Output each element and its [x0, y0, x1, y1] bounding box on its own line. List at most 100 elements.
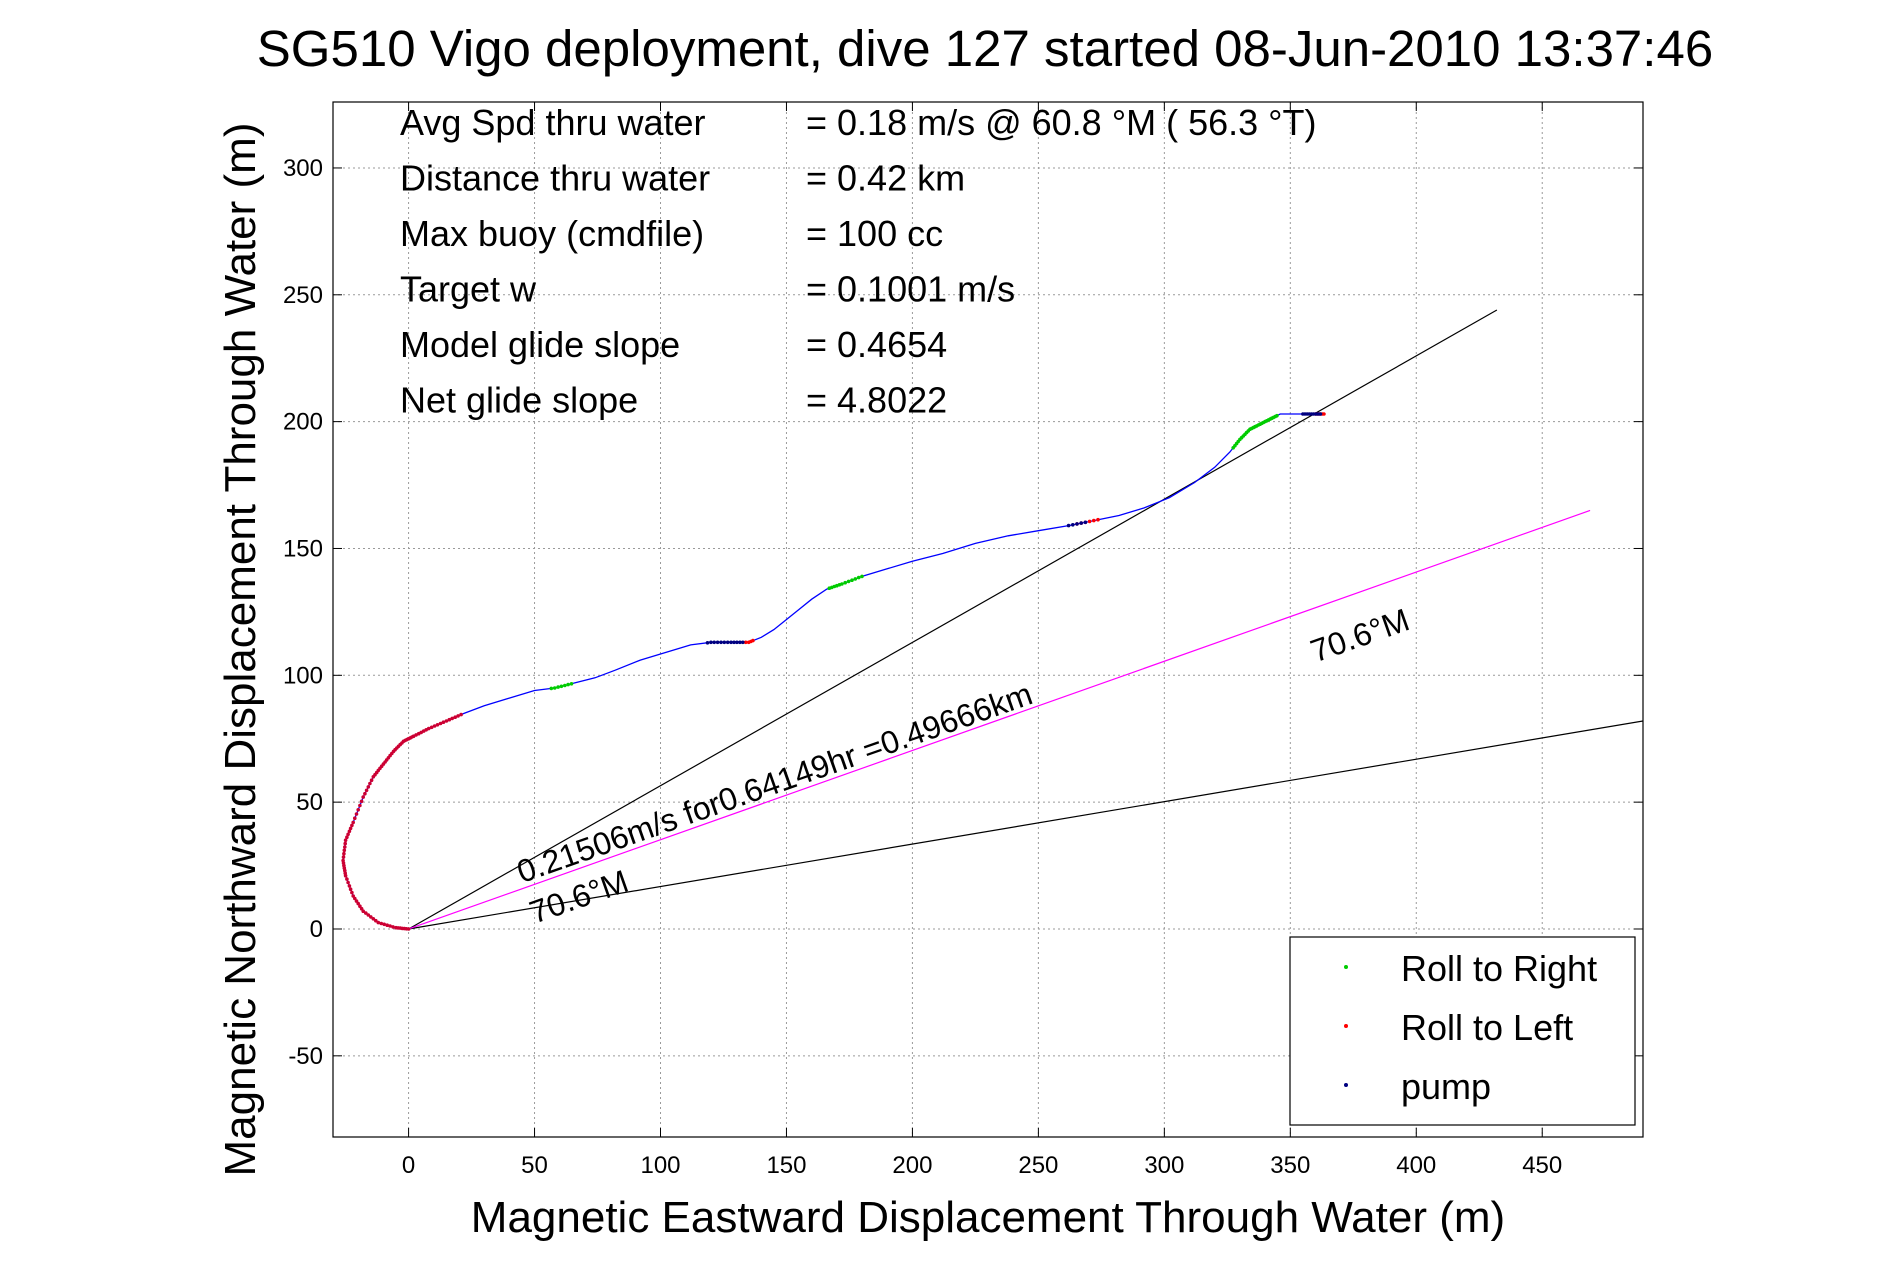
- roll-left-point: [388, 924, 392, 928]
- y-tick-label: 250: [283, 282, 323, 309]
- roll-left-point: [376, 920, 381, 925]
- roll-left-point: [1096, 517, 1100, 522]
- roll-left-point: [347, 884, 352, 888]
- x-tick-label: 100: [640, 1152, 680, 1179]
- roll-left-point: [343, 845, 347, 849]
- x-tick-label: 150: [766, 1152, 806, 1179]
- roll-left-point: [366, 913, 371, 917]
- roll-right-point: [843, 580, 847, 585]
- roll-right-point: [850, 578, 854, 582]
- grid: [333, 102, 1643, 1137]
- stat-value: = 100 cc: [806, 213, 943, 254]
- stat-value: = 0.1001 m/s: [806, 269, 1015, 310]
- y-tick-label: 150: [283, 535, 323, 562]
- roll-left-point: [385, 923, 390, 927]
- roll-left-point: [369, 915, 373, 919]
- roll-left-point: [382, 922, 387, 927]
- roll-left-point: [453, 715, 458, 719]
- reference-line: [408, 720, 1643, 930]
- pump-point: [1079, 521, 1083, 525]
- roll-right-point: [846, 579, 851, 584]
- x-tick-label: 350: [1270, 1152, 1310, 1179]
- stat-label: Model glide slope: [400, 324, 680, 365]
- roll-right-point: [856, 575, 861, 580]
- pump-point: [709, 640, 713, 645]
- legend-label: pump: [1401, 1066, 1491, 1107]
- roll-left-point: [1322, 412, 1326, 416]
- roll-left-point: [450, 716, 455, 721]
- roll-left-point: [354, 812, 359, 816]
- roll-left-point: [348, 826, 353, 831]
- legend-label: Roll to Right: [1401, 948, 1597, 989]
- roll-right-point: [552, 686, 557, 690]
- roll-left-point: [346, 880, 350, 885]
- roll-left-point: [347, 829, 352, 834]
- legend-marker: [1344, 965, 1348, 969]
- roll-right-point: [559, 684, 564, 689]
- x-tick-label: 200: [892, 1152, 932, 1179]
- roll-right-point: [556, 685, 560, 689]
- pump-point: [1066, 523, 1071, 528]
- x-tick-label: 400: [1396, 1152, 1436, 1179]
- roll-left-point: [429, 725, 434, 730]
- roll-right-point: [1275, 413, 1279, 418]
- y-tick-label: 0: [310, 916, 323, 943]
- roll-left-point: [1087, 519, 1092, 524]
- reference-line: [408, 509, 1591, 930]
- legend-marker: [1344, 1024, 1348, 1028]
- roll-left-point: [342, 848, 347, 853]
- roll-right-point: [549, 686, 554, 691]
- pump-point: [735, 640, 739, 645]
- stats-block: Avg Spd thru water = 0.18 m/s @ 60.8 °M (…: [400, 102, 1317, 421]
- plot-area: [341, 309, 1643, 931]
- stat-label: Target w: [400, 269, 537, 310]
- roll-right-point: [860, 574, 864, 579]
- legend-box: [1289, 936, 1636, 1126]
- stat-value: = 4.8022: [806, 380, 947, 421]
- roll-left-point: [444, 719, 449, 723]
- x-tick-label: 0: [402, 1152, 415, 1179]
- pump-point: [719, 640, 723, 645]
- pump-point: [741, 640, 745, 645]
- roll-right-point: [569, 682, 574, 686]
- roll-left-point: [356, 808, 361, 812]
- stat-value: = 0.18 m/s @ 60.8 °M ( 56.3 °T): [806, 102, 1317, 143]
- pump-point: [1083, 520, 1088, 525]
- y-tick-label: 100: [283, 662, 323, 689]
- roll-left-point: [345, 877, 349, 881]
- stat-label: Max buoy (cmdfile): [400, 213, 704, 254]
- axes-box: [332, 101, 1644, 1138]
- roll-left-point: [391, 925, 395, 929]
- x-tick-label: 50: [521, 1152, 548, 1179]
- roll-left-point: [743, 640, 748, 645]
- legend-marker: [1344, 1083, 1348, 1087]
- roll-left-point: [438, 721, 443, 726]
- roll-left-point: [342, 851, 346, 856]
- roll-left-point: [358, 904, 362, 908]
- x-tick-label: 250: [1018, 1152, 1058, 1179]
- y-axis-label: Magnetic Northward Displacement Through …: [216, 123, 265, 1177]
- stat-label: Avg Spd thru water: [400, 102, 706, 143]
- stat-value: = 0.42 km: [806, 158, 965, 199]
- pump-point: [1071, 523, 1075, 527]
- roll-right-point: [853, 577, 858, 581]
- roll-left-point: [350, 890, 354, 895]
- x-tick-label: 450: [1522, 1152, 1562, 1179]
- roll-left-point: [447, 717, 452, 722]
- roll-left-point: [341, 858, 345, 863]
- stat-label: Distance thru water: [400, 158, 710, 199]
- pump-point: [738, 640, 742, 645]
- pump-point: [729, 640, 733, 645]
- pump-point: [1075, 522, 1079, 526]
- speed-annotation: 0.21506m/s for0.64149hr =0.49666km: [512, 675, 1037, 889]
- roll-left-point: [345, 835, 349, 839]
- pump-point: [715, 640, 720, 645]
- x-axis-label: Magnetic Eastward Displacement Through W…: [471, 1193, 1505, 1242]
- pump-point: [732, 640, 736, 645]
- roll-left-point: [374, 918, 378, 923]
- roll-left-point: [343, 838, 348, 842]
- stat-label: Net glide slope: [400, 380, 638, 421]
- roll-left-point: [1092, 518, 1096, 523]
- annotations: 0.21506m/s for0.64149hr =0.49666km 70.6°M…: [512, 601, 1414, 930]
- legend-label: Roll to Left: [1401, 1007, 1573, 1048]
